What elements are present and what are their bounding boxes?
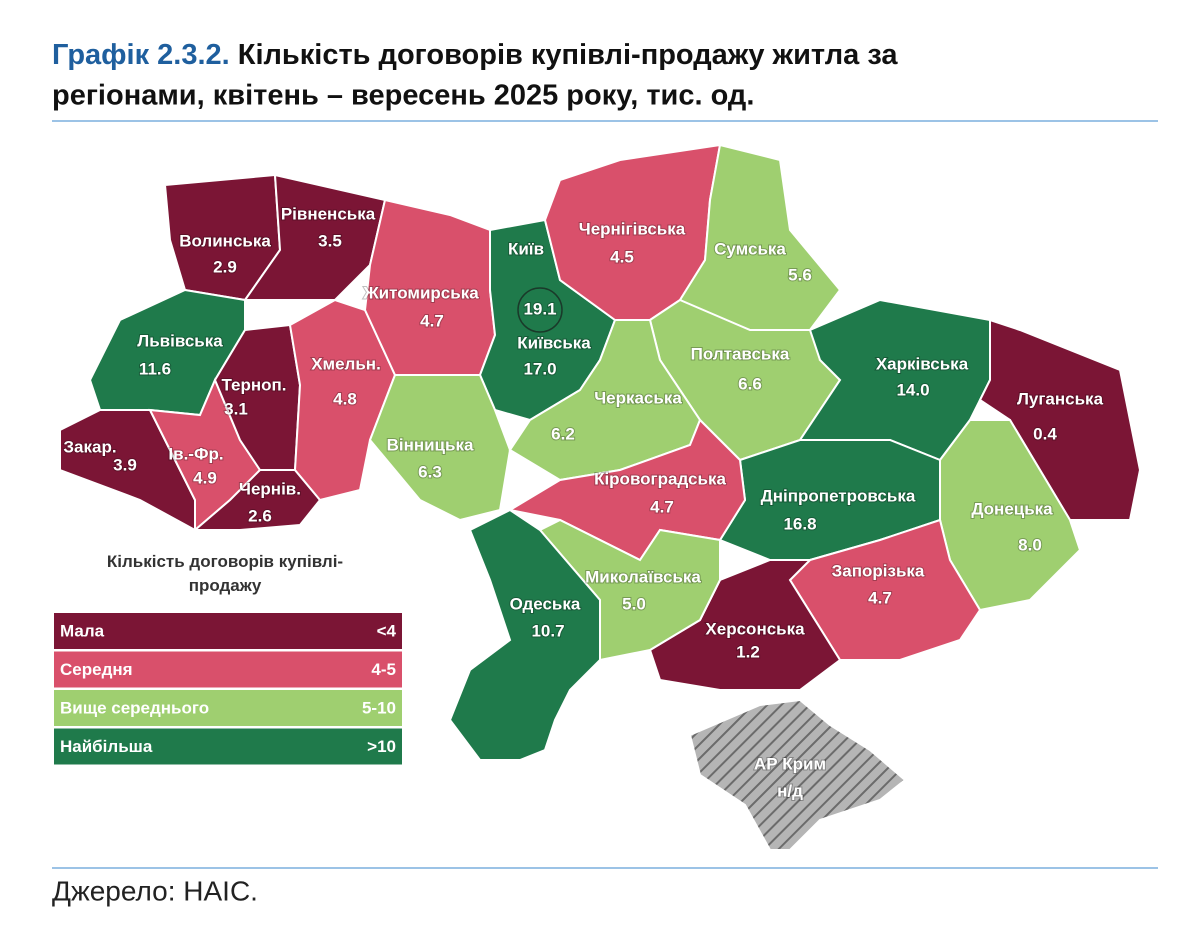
region-name: Полтавська — [691, 344, 790, 363]
crimea: АР Крим н/д — [688, 698, 907, 851]
region — [978, 318, 1142, 521]
crimea-note: н/д — [777, 781, 803, 800]
region-name: Закар. — [63, 437, 116, 456]
region-value: 4.8 — [333, 389, 357, 408]
region-value: 5.6 — [788, 265, 812, 284]
region-value: 19.1 — [523, 299, 556, 318]
crimea-shape — [688, 698, 907, 851]
legend-label: Вище середнього — [60, 698, 209, 717]
legend-label: Найбільша — [60, 737, 153, 756]
region-name: Луганська — [1017, 389, 1104, 408]
legend-label: Мала — [60, 621, 105, 640]
region-value: 17.0 — [523, 359, 556, 378]
region — [288, 298, 397, 502]
region-name: Миколаївська — [585, 567, 701, 586]
region-name: Харківська — [876, 354, 969, 373]
legend-range: 4-5 — [371, 660, 396, 679]
region-name: Чернігівська — [579, 219, 686, 238]
legend-range: >10 — [367, 737, 396, 756]
region-value: 10.7 — [531, 621, 564, 640]
region-value: 11.6 — [139, 359, 171, 378]
region-name: Херсонська — [705, 619, 805, 638]
region-value: 8.0 — [1018, 535, 1042, 554]
region-name: Рівненська — [281, 204, 376, 223]
legend-title-part: Кількість договорів купівлі- — [107, 552, 343, 571]
legend-range: 5-10 — [362, 698, 396, 717]
region-value: 6.6 — [738, 374, 762, 393]
legend-title-part: продажу — [189, 576, 262, 595]
region-name: Хмельн. — [311, 354, 381, 373]
region-name: Кіровоградська — [594, 469, 726, 488]
region-value: 0.4 — [1033, 424, 1057, 443]
region-name: Запорізька — [832, 561, 925, 580]
legend-range: <4 — [377, 621, 397, 640]
title-line1: Кількість договорів купівлі-продажу житл… — [238, 39, 899, 71]
region-value: 1.2 — [736, 642, 760, 661]
region-value: 2.6 — [248, 506, 272, 525]
region-name: Київ — [508, 239, 544, 258]
region-name: Київська — [517, 333, 591, 352]
region — [448, 508, 601, 761]
region-name: Дніпропетровська — [761, 486, 916, 505]
region-name: Ів.-Фр. — [168, 444, 223, 463]
region-name: Сумська — [714, 239, 786, 258]
region-value: 3.5 — [318, 231, 342, 250]
region-name: Волинська — [179, 231, 271, 250]
region-value: 2.9 — [213, 257, 237, 276]
legend-title: Кількість договорів купівлі-продажу — [107, 552, 343, 595]
chart-title: Графік 2.3.2. Кількість договорів купівлі… — [52, 39, 898, 71]
region-name: Житомирська — [362, 283, 479, 302]
region-value: 16.8 — [783, 514, 816, 533]
title-number: Графік 2.3.2. — [52, 39, 230, 71]
region-value: 3.9 — [113, 455, 137, 474]
region-value: 4.9 — [193, 468, 217, 487]
region-value: 6.3 — [418, 462, 442, 481]
region-name: Терноп. — [221, 375, 286, 394]
legend-swatch — [54, 728, 402, 765]
city-region — [517, 287, 563, 333]
region-name: Львівська — [137, 331, 223, 350]
title-line2: регіонами, квітень – вересень 2025 року,… — [52, 80, 754, 112]
region-value: 4.7 — [420, 311, 444, 330]
region-value: 14.0 — [896, 380, 929, 399]
region-value: 4.7 — [650, 497, 674, 516]
source: Джерело: НАІС. — [52, 875, 258, 906]
region-value: 4.7 — [868, 588, 892, 607]
legend-label: Середня — [60, 660, 133, 679]
region-value: 6.2 — [551, 424, 575, 443]
legend-swatch — [54, 690, 402, 726]
region-value: 3.1 — [224, 399, 248, 418]
region — [368, 374, 512, 522]
region-value: 4.5 — [610, 247, 634, 266]
region-name: Донецька — [971, 499, 1053, 518]
region-value: 5.0 — [622, 594, 646, 613]
legend-swatch — [54, 613, 402, 649]
legend: Кількість договорів купівлі-продажу Мала… — [54, 552, 402, 765]
map: Волинська 2.9 Рівненська 3.5 Львівська 11.6 За… — [59, 143, 1142, 761]
region-name: Чернів. — [239, 479, 301, 498]
region-name: Одеська — [510, 594, 581, 613]
region-name: Черкаська — [594, 388, 682, 407]
legend-swatch — [54, 651, 402, 688]
region-name: Вінницька — [387, 435, 474, 454]
crimea-name: АР Крим — [754, 754, 826, 773]
